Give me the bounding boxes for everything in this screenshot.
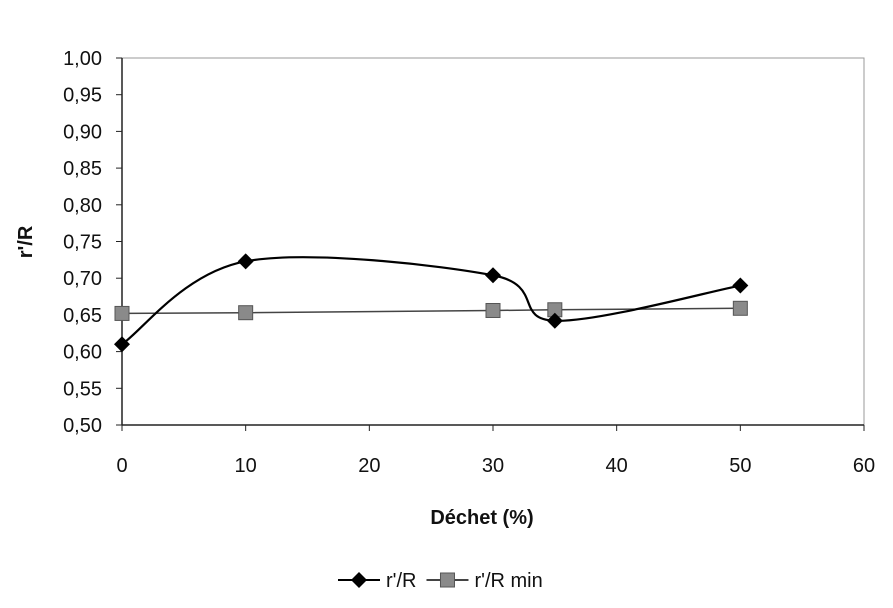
y-tick-label: 0,95 [63, 85, 102, 107]
x-tick-label: 20 [358, 455, 380, 477]
y-tick-label: 0,70 [63, 268, 102, 290]
data-point [114, 336, 130, 353]
x-tick-label: 0 [116, 455, 127, 477]
y-tick-label: 0,50 [63, 415, 102, 437]
x-tick-label: 40 [606, 455, 628, 477]
y-tick-label: 0,85 [63, 158, 102, 180]
data-point [114, 305, 130, 321]
x-axis-title: Déchet (%) [430, 507, 533, 529]
y-axis-title: r'/R [15, 225, 37, 258]
legend-label: r'/R min [474, 570, 542, 592]
legend-marker [351, 572, 367, 588]
x-tick-label: 10 [235, 455, 257, 477]
x-tick-label: 60 [853, 455, 875, 477]
y-tick-label: 0,65 [63, 305, 102, 327]
data-point [238, 305, 254, 321]
x-tick-label: 30 [482, 455, 504, 477]
data-point [732, 300, 748, 316]
y-ticks: 1,00 0,95 0,90 0,85 0,80 0,75 0,70 0,65 0,60 0,55… [63, 48, 122, 437]
y-tick-label: 0,60 [63, 342, 102, 364]
series-layer [114, 253, 749, 353]
y-tick-label: 0,80 [63, 195, 102, 217]
data-point [485, 302, 501, 318]
legend-label: r'/R [386, 570, 416, 592]
data-point [546, 312, 563, 329]
legend: r'/R r'/R min [338, 570, 543, 592]
plot-area [121, 57, 865, 426]
series-0 [114, 253, 749, 353]
legend-marker [439, 572, 455, 588]
y-tick-label: 0,75 [63, 232, 102, 254]
data-point [485, 267, 501, 284]
y-tick-label: 0,55 [63, 378, 102, 400]
x-ticks: 0 10 20 30 40 50 60 [116, 425, 875, 477]
series-1 [114, 300, 748, 321]
x-tick-label: 50 [729, 455, 751, 477]
y-tick-label: 0,90 [63, 121, 102, 143]
y-tick-label: 1,00 [63, 48, 102, 70]
data-point [237, 253, 254, 270]
data-point [732, 277, 749, 294]
